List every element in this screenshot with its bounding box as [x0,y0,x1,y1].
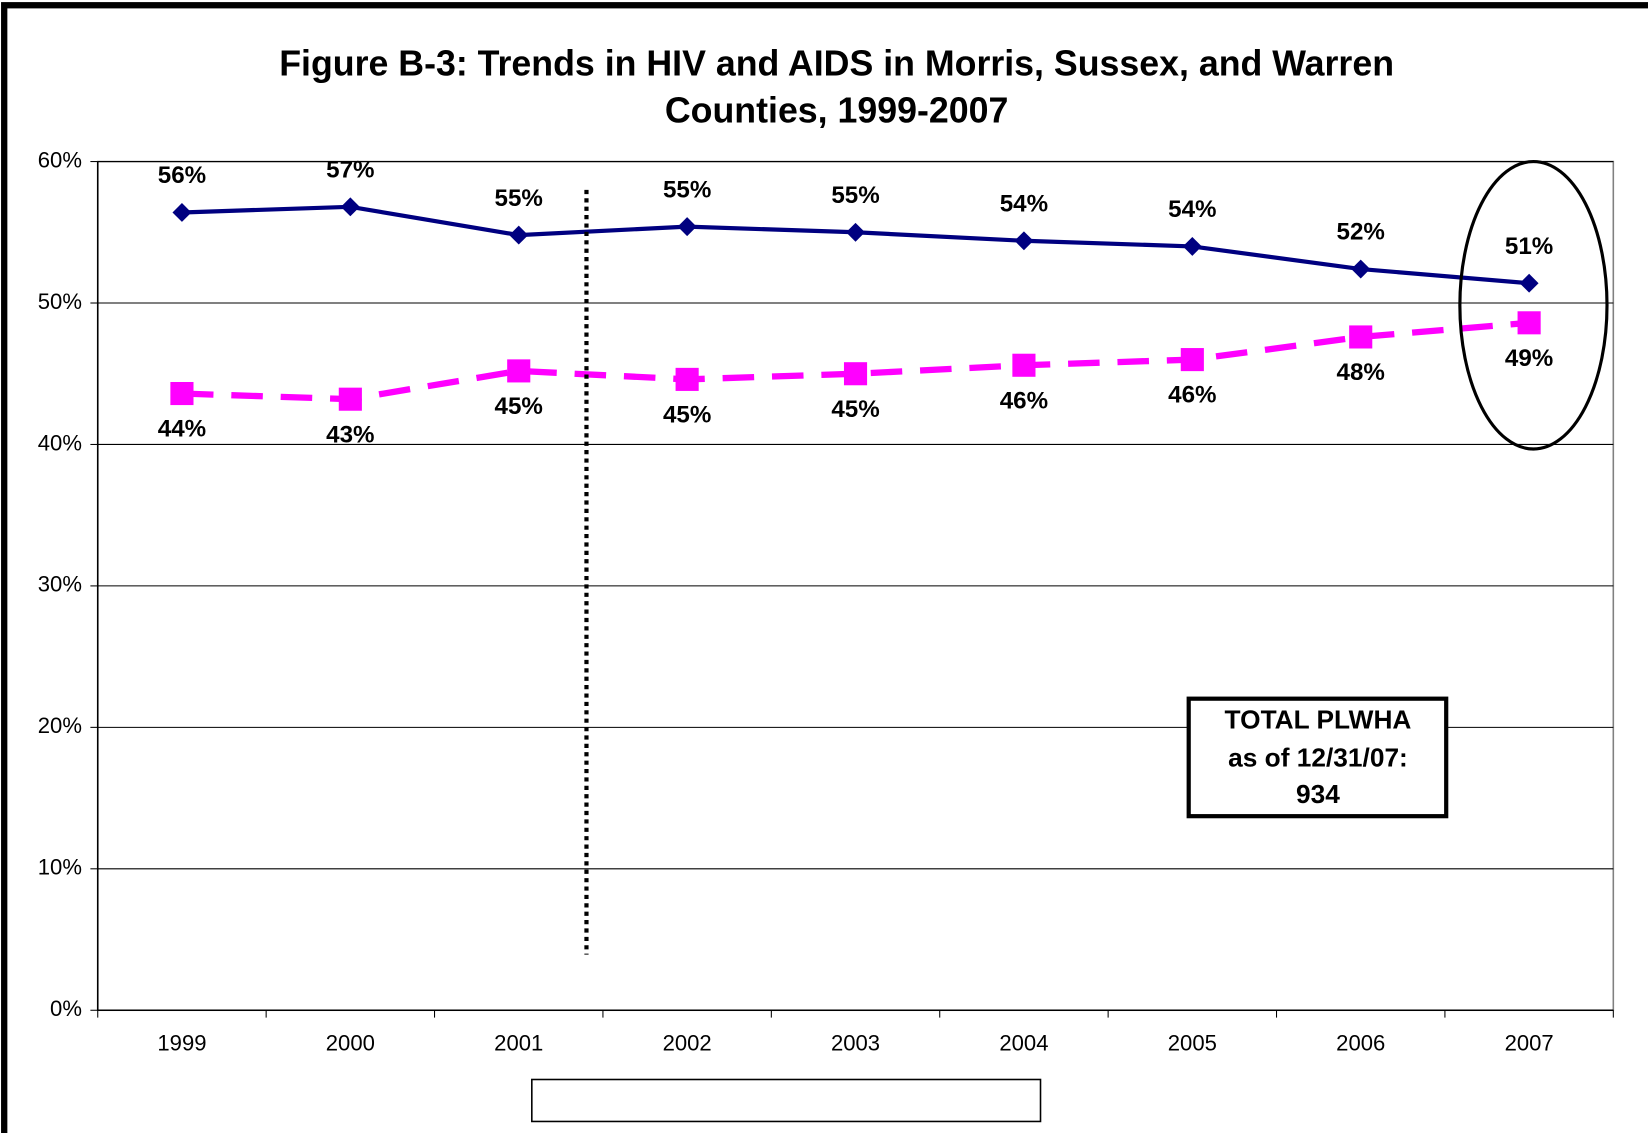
data-label: 45% [495,393,543,420]
data-label: 46% [1000,387,1048,414]
data-label: 43% [326,421,374,448]
data-label: 52% [1337,219,1385,246]
annotation-box [1186,696,1449,819]
marker [1180,348,1204,372]
marker [1351,259,1371,279]
x-tick-label: 2006 [1336,1031,1385,1056]
marker [1012,353,1036,377]
marker [338,387,362,411]
data-label: 57% [326,157,374,184]
marker [1349,325,1373,349]
marker [675,367,699,391]
x-tick-label: 2002 [663,1031,712,1056]
marker [1014,231,1034,251]
chart-title: Counties, 1999-2007 [665,91,1008,131]
x-tick-label: 2001 [494,1031,543,1056]
y-tick-label: 40% [38,430,82,455]
data-label: 56% [158,162,206,189]
data-label: 45% [831,396,879,423]
annotation: as of 12/31/07: [1228,742,1408,772]
marker [1182,236,1202,256]
data-label: 55% [663,176,711,203]
x-tick-label: 1999 [157,1031,206,1056]
data-label: 55% [495,185,543,212]
y-tick-label: 20% [38,713,82,738]
data-label: 45% [663,401,711,428]
y-tick-label: 60% [38,147,82,172]
y-tick-label: 0% [50,996,82,1021]
highlight-ellipse [1458,159,1609,451]
data-label: 55% [831,182,879,209]
x-tick-label: 2003 [831,1031,880,1056]
x-tick-label: 2005 [1168,1031,1217,1056]
marker [677,217,697,237]
data-label: 48% [1337,359,1385,386]
legend [531,1078,1042,1123]
marker [843,362,868,386]
data-label: 49% [1505,345,1553,372]
x-tick-label: 2004 [999,1031,1048,1056]
y-tick-label: 30% [38,572,82,597]
annotation: 934 [1296,779,1340,809]
data-label: 54% [1168,196,1216,223]
chart-title: Figure B-3: Trends in HIV and AIDS in Mo… [279,44,1394,84]
marker [172,203,192,222]
marker [170,381,194,406]
marker [1519,273,1539,293]
annotation: TOTAL PLWHA [1225,705,1412,735]
marker [507,359,531,383]
data-label: 51% [1505,233,1553,260]
series-line [181,319,1530,403]
marker [1517,311,1541,335]
y-tick-label: 10% [38,855,82,880]
x-tick-label: 2007 [1505,1031,1554,1056]
x-tick-label: 2000 [326,1031,375,1056]
data-label: 46% [1168,382,1216,409]
data-label: 54% [1000,190,1048,217]
data-label: 44% [158,416,206,443]
y-tick-label: 50% [38,289,82,314]
